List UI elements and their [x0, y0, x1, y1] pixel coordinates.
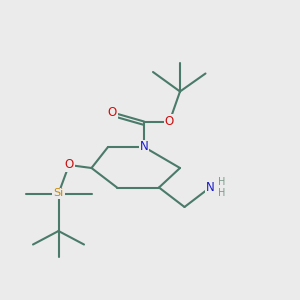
- Text: H: H: [218, 177, 225, 187]
- Text: O: O: [64, 158, 74, 172]
- Text: O: O: [165, 115, 174, 128]
- Text: H: H: [218, 188, 225, 198]
- Text: Si: Si: [53, 188, 64, 199]
- Text: N: N: [140, 140, 148, 154]
- Text: N: N: [206, 181, 214, 194]
- Text: O: O: [108, 106, 117, 119]
